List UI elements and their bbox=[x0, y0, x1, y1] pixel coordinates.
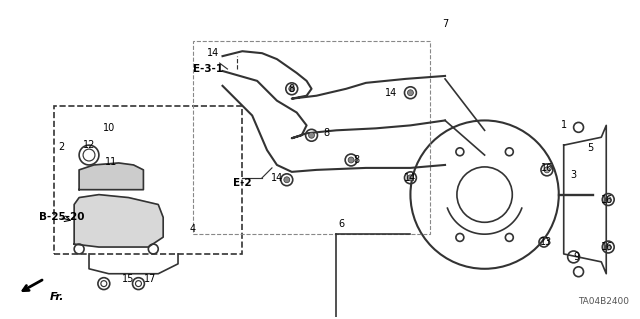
Circle shape bbox=[284, 177, 290, 183]
Text: E-3-1: E-3-1 bbox=[193, 64, 223, 74]
Text: 14: 14 bbox=[207, 48, 219, 58]
Circle shape bbox=[289, 86, 294, 92]
Polygon shape bbox=[74, 195, 163, 247]
Text: 1: 1 bbox=[561, 120, 567, 130]
Text: 3: 3 bbox=[570, 170, 577, 180]
Text: 16: 16 bbox=[541, 163, 553, 173]
Text: 8: 8 bbox=[323, 128, 330, 138]
Circle shape bbox=[605, 244, 611, 250]
Text: 4: 4 bbox=[190, 224, 196, 234]
Circle shape bbox=[544, 167, 550, 173]
Text: B-25-20: B-25-20 bbox=[38, 212, 84, 222]
Text: TA04B2400: TA04B2400 bbox=[579, 297, 630, 306]
Text: 15: 15 bbox=[122, 274, 135, 284]
Text: 8: 8 bbox=[289, 84, 295, 94]
Polygon shape bbox=[79, 163, 143, 190]
Text: 14: 14 bbox=[271, 173, 283, 183]
Text: Fr.: Fr. bbox=[49, 293, 64, 302]
Text: 6: 6 bbox=[338, 219, 344, 229]
Text: E-2: E-2 bbox=[233, 178, 252, 188]
Circle shape bbox=[308, 132, 314, 138]
Text: 9: 9 bbox=[573, 252, 580, 262]
Circle shape bbox=[605, 197, 611, 203]
Circle shape bbox=[408, 175, 413, 181]
Text: 17: 17 bbox=[144, 274, 157, 284]
Text: 7: 7 bbox=[442, 19, 448, 28]
Text: 16: 16 bbox=[601, 242, 613, 252]
Text: 8: 8 bbox=[353, 155, 359, 165]
Text: 14: 14 bbox=[404, 173, 417, 183]
Text: 13: 13 bbox=[540, 237, 552, 247]
Bar bbox=[54, 106, 243, 254]
Text: 10: 10 bbox=[102, 123, 115, 133]
Text: 2: 2 bbox=[58, 142, 65, 152]
Circle shape bbox=[348, 157, 354, 163]
Text: 14: 14 bbox=[385, 88, 397, 98]
Text: 5: 5 bbox=[588, 143, 593, 153]
Text: 16: 16 bbox=[601, 195, 613, 204]
Text: 12: 12 bbox=[83, 140, 95, 150]
Text: 11: 11 bbox=[105, 157, 117, 167]
Circle shape bbox=[408, 90, 413, 96]
Bar bbox=[193, 41, 430, 234]
